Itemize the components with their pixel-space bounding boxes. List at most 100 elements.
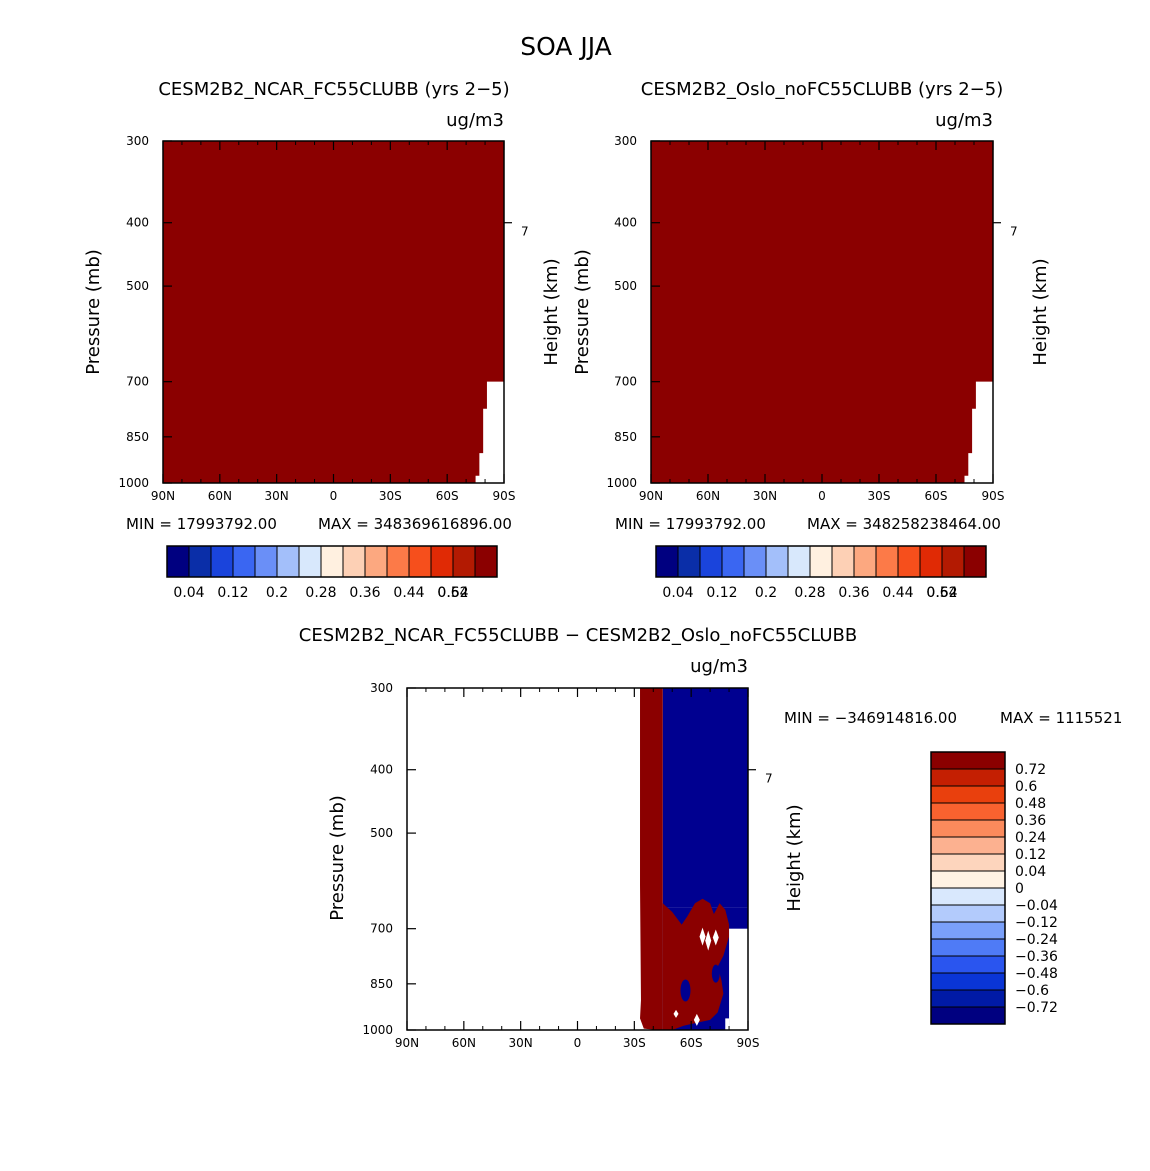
panel-0-ytick-label: 300	[126, 134, 149, 148]
panel-2-ytick-label: 850	[370, 977, 393, 991]
panel-2-colorbar-box	[930, 768, 1006, 787]
panel-1-colorbar-box	[897, 545, 921, 578]
panel-2-colorbar-box	[930, 836, 1006, 855]
panel-oslo-units: ug/m3	[935, 110, 993, 131]
panel-0-xtick-label: 30S	[379, 489, 402, 503]
panel-0-colorbar-box	[254, 545, 278, 578]
panel-ncar-min: MIN = 17993792.00	[126, 515, 277, 533]
panel-0-colorbar-label: 0.12	[217, 585, 248, 601]
panel-0-colorbar-box	[232, 545, 256, 578]
panel-0-colorbar-label: 0.44	[393, 585, 424, 601]
panel-2-xtick-label: 60S	[680, 1036, 703, 1050]
panel-1-missing-region	[964, 381, 993, 483]
panel-2-colorbar-box	[930, 955, 1006, 974]
panel-2-zero-pocket	[712, 929, 719, 946]
panel-2-ytick-label: 700	[370, 922, 393, 936]
panel-0-height-tick-label: 7	[521, 225, 529, 239]
panel-0-xtick-label: 60S	[436, 489, 459, 503]
panel-0-field	[163, 141, 504, 483]
panel-1-colorbar-label: 0.52	[926, 585, 957, 601]
panel-0-colorbar-box	[474, 545, 498, 578]
panel-2-colorbar-box	[930, 938, 1006, 957]
panel-2-colorbar-box	[930, 921, 1006, 940]
panel-1-ytick-label: 300	[614, 134, 637, 148]
panel-0-colorbar-frame	[166, 545, 498, 578]
panel-0-colorbar-label: 0.52	[437, 585, 468, 601]
panel-oslo-ylabel: Pressure (mb)	[572, 249, 593, 375]
panel-1-ytick-label: 700	[614, 375, 637, 389]
panel-oslo-max: MAX = 348258238464.00	[807, 515, 1001, 533]
panel-difference-title: CESM2B2_NCAR_FC55CLUBB − CESM2B2_Oslo_no…	[299, 625, 857, 646]
panel-1-xtick-label: 60S	[925, 489, 948, 503]
panel-1-colorbar-label: 0.12	[706, 585, 737, 601]
panel-2-colorbar-label: −0.12	[1015, 915, 1058, 931]
panel-1-colorbar-label: 0.04	[662, 585, 693, 601]
panel-1-field	[651, 141, 993, 483]
panel-2-colorbar-label: 0.36	[1015, 813, 1046, 829]
panel-oslo-min: MIN = 17993792.00	[615, 515, 766, 533]
panel-2-colorbar-label: −0.72	[1015, 1000, 1058, 1016]
panel-oslo-ylabel-right: Height (km)	[1030, 258, 1051, 365]
panel-0-ytick-label: 1000	[118, 476, 149, 490]
panel-1-colorbar-box	[919, 545, 943, 578]
panel-1-ytick-label: 400	[614, 216, 637, 230]
panel-1-colorbar-label: 0.28	[794, 585, 825, 601]
panel-2-colorbar-box	[930, 904, 1006, 923]
panel-1-xtick-label: 90S	[982, 489, 1005, 503]
panel-0-colorbar-label: 0.36	[349, 585, 380, 601]
panel-0-ytick-label: 500	[126, 279, 149, 293]
panel-difference-ylabel-right: Height (km)	[784, 804, 805, 911]
panel-1-colorbar-box	[787, 545, 811, 578]
panel-0-colorbar-label: 0.28	[305, 585, 336, 601]
panel-2-xtick-label: 90N	[395, 1036, 419, 1050]
panel-ncar-title: CESM2B2_NCAR_FC55CLUBB (yrs 2−5)	[158, 79, 509, 100]
panel-2-colorbar-label: −0.04	[1015, 898, 1058, 914]
panel-2-colorbar-label: −0.48	[1015, 966, 1058, 982]
panel-1-colorbar-box	[743, 545, 767, 578]
panel-0-colorbar-label: 0.2	[266, 585, 288, 601]
panel-0-ytick-label: 850	[126, 430, 149, 444]
panel-0-xtick-label: 30N	[265, 489, 289, 503]
panel-1-colorbar-frame	[655, 545, 987, 578]
panel-2-zero-pocket	[705, 930, 712, 951]
panel-1-colorbar-box	[699, 545, 723, 578]
panel-0-ytick-label: 700	[126, 375, 149, 389]
panel-2-ytick-label: 300	[370, 681, 393, 695]
panel-1-xtick-label: 0	[818, 489, 826, 503]
panel-difference-units: ug/m3	[690, 656, 748, 677]
panel-ncar: CESM2B2_NCAR_FC55CLUBB (yrs 2−5) ug/m3 P…	[83, 79, 562, 601]
panel-ncar-ylabel: Pressure (mb)	[83, 249, 104, 375]
panel-0-colorbar-box	[408, 545, 432, 578]
panel-oslo-title: CESM2B2_Oslo_noFC55CLUBB (yrs 2−5)	[641, 79, 1003, 100]
panel-0-colorbar-box	[430, 545, 454, 578]
panel-2-zero-pocket	[673, 1009, 679, 1018]
panel-2-zero-pocket	[699, 927, 706, 946]
panel-0-colorbar-box	[342, 545, 366, 578]
panel-2-negative-upper	[662, 688, 748, 908]
panel-2-ytick-label: 1000	[362, 1023, 393, 1037]
panel-0-xtick-label: 90S	[493, 489, 516, 503]
panel-1-xtick-label: 30S	[868, 489, 891, 503]
panel-1-colorbar-label: 0.44	[882, 585, 913, 601]
panel-2-colorbar-label: 0.12	[1015, 847, 1046, 863]
panel-2-colorbar-box	[930, 870, 1006, 889]
panel-2-missing-region	[729, 928, 748, 1030]
panel-2-colorbar-box	[930, 989, 1006, 1008]
panel-2-colorbar-box	[930, 819, 1006, 838]
panel-0-colorbar-box	[188, 545, 212, 578]
panel-1-colorbar-box	[721, 545, 745, 578]
panel-1-height-tick-label: 7	[1010, 225, 1018, 239]
panel-1-ytick-label: 500	[614, 279, 637, 293]
panel-2-xtick-label: 30S	[623, 1036, 646, 1050]
panel-2-colorbar-label: 0	[1015, 881, 1024, 897]
panel-0-xtick-label: 90N	[151, 489, 175, 503]
figure-title: SOA JJA	[520, 32, 612, 61]
panel-2-missing-region	[725, 1018, 730, 1030]
panel-2-colorbar-box	[930, 802, 1006, 821]
panel-2-colorbar-box	[930, 853, 1006, 872]
panel-2-height-tick-label: 7	[765, 772, 773, 786]
panel-0-ytick-label: 400	[126, 216, 149, 230]
panel-1-colorbar-box	[875, 545, 899, 578]
panel-2-xtick-label: 60N	[452, 1036, 476, 1050]
